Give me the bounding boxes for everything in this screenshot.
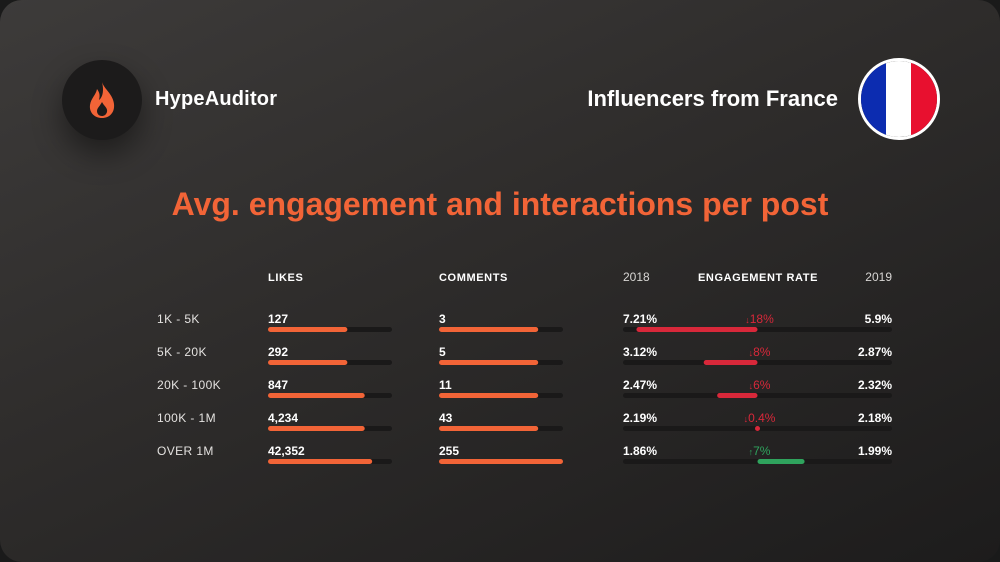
arrow-down-icon: ↓ bbox=[749, 381, 754, 391]
er-change-value: 8% bbox=[753, 345, 771, 359]
comments-value: 3 bbox=[439, 312, 446, 326]
brand-logo bbox=[62, 60, 142, 140]
tier-label: 5K - 20K bbox=[157, 345, 207, 359]
france-flag-icon bbox=[858, 58, 940, 140]
header-year-2018: 2018 bbox=[623, 270, 650, 284]
er-2018-value: 3.12% bbox=[623, 345, 657, 359]
arrow-down-icon: ↓ bbox=[749, 348, 754, 358]
er-change-value: 7% bbox=[753, 444, 771, 458]
er-change-bar bbox=[757, 459, 805, 464]
er-change-value: 6% bbox=[753, 378, 771, 392]
comments-value: 5 bbox=[439, 345, 446, 359]
er-2019-value: 2.32% bbox=[858, 378, 892, 392]
likes-value: 42,352 bbox=[268, 444, 305, 458]
er-change-bar bbox=[755, 426, 760, 431]
er-2019-value: 5.9% bbox=[865, 312, 893, 326]
likes-bar bbox=[268, 360, 348, 365]
er-change-label: ↓6% bbox=[749, 378, 771, 392]
er-change-bar bbox=[717, 393, 758, 398]
er-change-value: 0.4% bbox=[748, 411, 776, 425]
likes-value: 847 bbox=[268, 378, 288, 392]
tier-label: OVER 1M bbox=[157, 444, 214, 458]
tier-label: 1K - 5K bbox=[157, 312, 200, 326]
er-2018-value: 2.47% bbox=[623, 378, 657, 392]
comments-value: 43 bbox=[439, 411, 453, 425]
comments-value: 11 bbox=[439, 378, 452, 392]
comments-bar bbox=[439, 393, 539, 398]
flag-white-band bbox=[886, 61, 912, 137]
likes-bar bbox=[268, 327, 348, 332]
brand-name: HypeAuditor bbox=[155, 88, 278, 110]
er-change-bar bbox=[703, 360, 758, 365]
er-2019-value: 2.18% bbox=[858, 411, 892, 425]
er-change-label: ↓8% bbox=[749, 345, 771, 359]
arrow-up-icon: ↑ bbox=[749, 447, 754, 457]
likes-value: 127 bbox=[268, 312, 288, 326]
arrow-down-icon: ↓ bbox=[745, 315, 750, 325]
er-change-bar bbox=[636, 327, 758, 332]
comments-bar bbox=[439, 327, 539, 332]
er-change-label: ↓18% bbox=[745, 312, 774, 326]
header-engagement-rate: ENGAGEMENT RATE bbox=[698, 272, 818, 284]
flame-icon bbox=[89, 82, 115, 118]
comments-value: 255 bbox=[439, 444, 459, 458]
likes-bar bbox=[268, 459, 373, 464]
er-change-value: 18% bbox=[750, 312, 774, 326]
tier-label: 100K - 1M bbox=[157, 411, 216, 425]
header-year-2019: 2019 bbox=[865, 270, 892, 284]
er-2018-value: 2.19% bbox=[623, 411, 657, 425]
likes-bar bbox=[268, 426, 365, 431]
er-2019-value: 1.99% bbox=[858, 444, 892, 458]
er-change-label: ↑7% bbox=[749, 444, 771, 458]
comments-bar bbox=[439, 360, 539, 365]
chart-title: Avg. engagement and interactions per pos… bbox=[171, 186, 829, 222]
region-title: Influencers from France bbox=[587, 86, 838, 111]
likes-value: 4,234 bbox=[268, 411, 298, 425]
comments-bar bbox=[439, 459, 563, 464]
comments-bar bbox=[439, 426, 539, 431]
likes-bar bbox=[268, 393, 365, 398]
er-change-label: ↓0.4% bbox=[744, 411, 776, 425]
er-2019-value: 2.87% bbox=[858, 345, 892, 359]
arrow-down-icon: ↓ bbox=[744, 414, 749, 424]
er-2018-value: 1.86% bbox=[623, 444, 657, 458]
er-2018-value: 7.21% bbox=[623, 312, 657, 326]
header-comments: COMMENTS bbox=[439, 272, 508, 284]
likes-value: 292 bbox=[268, 345, 288, 359]
tier-label: 20K - 100K bbox=[157, 378, 221, 392]
header-likes: LIKES bbox=[268, 272, 303, 284]
